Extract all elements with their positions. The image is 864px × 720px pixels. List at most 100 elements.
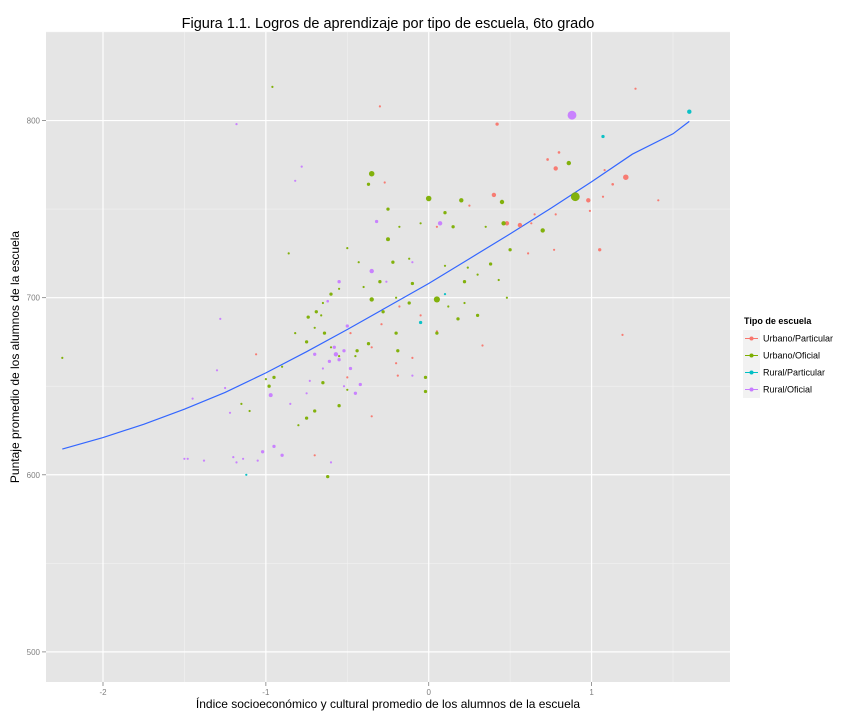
- point-urbano-particular: [481, 344, 484, 347]
- point-urbano-oficial: [326, 474, 330, 479]
- point-urbano-oficial: [570, 192, 580, 202]
- point-rural-oficial: [374, 219, 379, 224]
- x-tick-label: -1: [262, 688, 270, 697]
- point-rural-oficial: [385, 280, 388, 283]
- trend-line-layer: [62, 120, 690, 450]
- point-urbano-oficial: [61, 356, 64, 359]
- point-rural-oficial: [235, 461, 238, 464]
- point-urbano-particular: [504, 221, 510, 226]
- point-urbano-oficial: [407, 301, 411, 305]
- point-urbano-oficial: [540, 228, 545, 233]
- axis-ticks: -2 -1 0 1 500 600 700 800: [27, 117, 595, 697]
- legend-title: Tipo de escuela: [744, 316, 812, 326]
- point-urbano-oficial: [313, 326, 316, 329]
- y-tick-label: 500: [27, 648, 41, 657]
- point-urbano-particular: [396, 374, 399, 377]
- point-urbano-particular: [398, 305, 401, 308]
- plot-panel: [46, 32, 730, 682]
- point-urbano-particular: [527, 252, 530, 255]
- y-tick-label: 800: [27, 117, 41, 126]
- point-rural-oficial: [280, 453, 284, 457]
- point-urbano-particular: [601, 195, 605, 198]
- point-rural-oficial: [289, 402, 292, 405]
- point-urbano-oficial: [459, 198, 464, 203]
- point-urbano-oficial: [463, 301, 466, 305]
- point-urbano-oficial: [366, 342, 371, 346]
- point-urbano-oficial: [499, 199, 505, 205]
- point-urbano-oficial: [395, 296, 398, 299]
- point-urbano-oficial: [240, 402, 243, 405]
- point-urbano-particular: [657, 199, 660, 202]
- point-rural-oficial: [345, 324, 349, 328]
- point-urbano-particular: [378, 105, 381, 108]
- point-urbano-oficial: [337, 404, 341, 408]
- point-urbano-oficial: [320, 314, 323, 317]
- point-urbano-oficial: [398, 225, 401, 228]
- point-rural-oficial: [224, 386, 227, 390]
- point-rural-oficial: [256, 459, 259, 462]
- point-urbano-oficial: [354, 355, 357, 358]
- point-urbano-oficial: [484, 225, 487, 228]
- point-urbano-particular: [623, 174, 629, 180]
- point-urbano-oficial: [355, 349, 359, 353]
- point-rural-oficial: [342, 349, 346, 353]
- point-urbano-oficial: [425, 195, 432, 202]
- point-urbano-oficial: [443, 211, 447, 215]
- point-urbano-oficial: [306, 315, 310, 319]
- trend-line: [62, 120, 690, 450]
- point-urbano-oficial: [433, 296, 440, 303]
- legend-key-rural-oficial: [749, 387, 754, 392]
- point-urbano-oficial: [505, 296, 508, 299]
- point-urbano-particular: [553, 166, 558, 171]
- point-rural-oficial: [305, 392, 308, 395]
- point-urbano-particular: [370, 415, 373, 418]
- point-urbano-particular: [380, 323, 383, 326]
- point-urbano-particular: [603, 169, 606, 172]
- point-urbano-oficial: [566, 160, 571, 166]
- data-points: [61, 85, 692, 479]
- point-urbano-oficial: [408, 257, 411, 260]
- point-urbano-oficial: [410, 281, 415, 286]
- x-tick-label: 1: [589, 688, 594, 697]
- point-rural-oficial: [228, 411, 232, 414]
- point-urbano-oficial: [378, 280, 382, 284]
- point-urbano-particular: [621, 333, 624, 336]
- point-urbano-oficial: [394, 331, 398, 335]
- point-rural-oficial: [437, 221, 443, 226]
- point-urbano-particular: [468, 204, 471, 207]
- point-urbano-oficial: [369, 297, 374, 302]
- point-urbano-oficial: [338, 355, 341, 358]
- point-rural-oficial: [294, 179, 297, 182]
- point-urbano-oficial: [346, 388, 349, 391]
- legend-key-urbano-particular: [749, 336, 754, 341]
- point-urbano-particular: [383, 181, 386, 184]
- point-rural-oficial: [337, 358, 341, 362]
- point-urbano-particular: [586, 198, 591, 203]
- point-urbano-oficial: [423, 375, 428, 380]
- point-rural-oficial: [567, 110, 577, 120]
- point-rural-oficial: [327, 359, 332, 364]
- point-urbano-oficial: [366, 182, 371, 186]
- point-rural-oficial: [348, 366, 353, 371]
- point-urbano-particular: [411, 356, 414, 359]
- point-urbano-oficial: [272, 375, 276, 380]
- point-urbano-oficial: [294, 332, 297, 335]
- point-rural-oficial: [215, 369, 219, 372]
- point-urbano-particular: [533, 213, 536, 216]
- point-urbano-particular: [419, 314, 422, 317]
- y-tick-label: 700: [27, 294, 41, 303]
- point-rural-oficial: [333, 352, 339, 357]
- point-rural-oficial: [232, 456, 235, 459]
- point-urbano-oficial: [304, 416, 309, 420]
- point-urbano-particular: [554, 213, 557, 216]
- point-urbano-particular: [517, 222, 523, 228]
- legend: Tipo de escuela Urbano/ParticularUrbano/…: [743, 316, 833, 398]
- point-urbano-particular: [435, 225, 438, 228]
- point-urbano-oficial: [368, 170, 375, 177]
- point-rural-oficial: [411, 261, 414, 264]
- point-urbano-oficial: [329, 346, 333, 349]
- point-urbano-oficial: [476, 273, 479, 276]
- point-urbano-oficial: [475, 313, 480, 318]
- point-urbano-oficial: [271, 85, 274, 88]
